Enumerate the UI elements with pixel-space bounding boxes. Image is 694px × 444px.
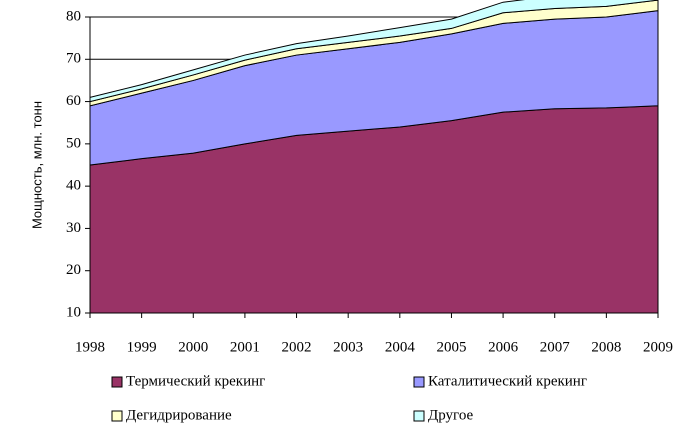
x-tick-label: 2009 (643, 339, 673, 355)
x-tick-label: 2000 (178, 339, 208, 355)
y-tick-label: 50 (66, 135, 81, 151)
x-tick-label: 2006 (488, 339, 519, 355)
x-tick-label: 1999 (127, 339, 157, 355)
y-tick-label: 70 (66, 51, 81, 67)
x-tick-label: 2005 (436, 339, 466, 355)
y-tick-label: 30 (66, 220, 81, 236)
legend-swatch (413, 410, 425, 422)
legend-swatch (111, 376, 123, 388)
legend-label: Дегидрирование (126, 407, 232, 423)
y-axis-title: Мощность, млн. тонн (29, 101, 44, 229)
area (89, 0, 659, 103)
y-tick-label: 80 (66, 8, 81, 24)
y-tick-label: 60 (66, 93, 81, 109)
y-tick-label: 20 (66, 262, 81, 278)
x-tick-label: 2002 (282, 339, 312, 355)
legend-label: Каталитический крекинг (428, 373, 587, 389)
legend-label: Термический крекинг (126, 373, 265, 389)
x-tick-label: 2004 (385, 339, 416, 355)
y-tick-label: 10 (66, 304, 81, 320)
y-tick-label: 40 (66, 178, 81, 194)
x-tick-label: 2001 (230, 339, 260, 355)
legend-label: Другое (428, 407, 473, 423)
legend-swatch (413, 376, 425, 388)
x-tick-label: 1998 (75, 339, 105, 355)
legend-swatch (111, 410, 123, 422)
x-tick-label: 2008 (591, 339, 621, 355)
x-tick-label: 2003 (333, 339, 363, 355)
x-tick-label: 2007 (540, 339, 571, 355)
